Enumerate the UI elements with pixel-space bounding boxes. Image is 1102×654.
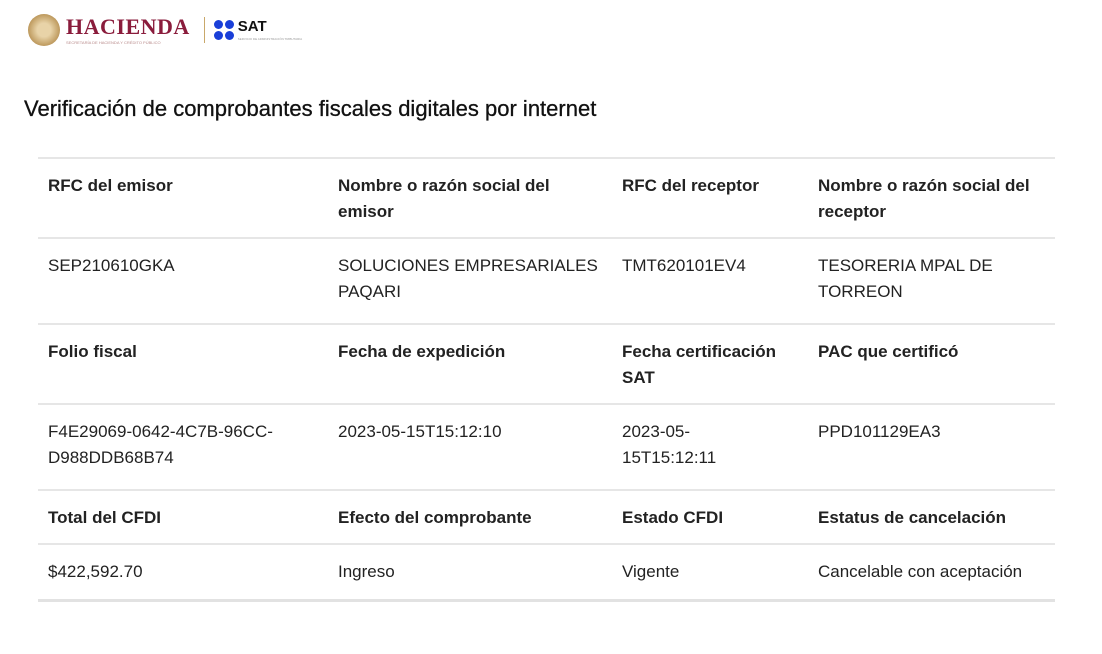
hacienda-logo-subtext: SECRETARÍA DE HACIENDA Y CRÉDITO PÚBLICO — [66, 39, 161, 45]
value-cell: 2023-05-15T15:12:10 — [328, 403, 612, 490]
mexico-seal-logo — [28, 14, 60, 46]
table-header-row: Folio fiscal Fecha de expedición Fecha cer… — [38, 323, 1055, 404]
sat-logo: SAT SERVICIO DE ADMINISTRACIÓN TRIBUTARI… — [238, 19, 318, 41]
sat-logo-subtext: SERVICIO DE ADMINISTRACIÓN TRIBUTARIA — [237, 37, 303, 41]
header-logos: HACIENDA SECRETARÍA DE HACIENDA Y CRÉDIT… — [28, 10, 318, 50]
page-title: Verificación de comprobantes fiscales di… — [24, 96, 597, 121]
sat-dots-icon — [213, 20, 234, 40]
header-cell: RFC del emisor — [38, 157, 328, 238]
value-cell: TMT620101EV4 — [612, 237, 808, 324]
header-cell: Fecha de expedición — [328, 323, 612, 404]
header-cell: Total del CFDI — [38, 489, 328, 544]
header-cell: Folio fiscal — [38, 323, 328, 404]
sat-logo-text: SAT — [237, 18, 267, 35]
table-header-row: RFC del emisor Nombre o razón social del … — [38, 157, 1055, 238]
value-cell: TESORERIA MPAL DE TORREON — [808, 237, 1055, 324]
table-row: SEP210610GKA SOLUCIONES EMPRESARIALES PAQ… — [38, 237, 1055, 324]
logo-divider — [203, 17, 205, 43]
value-cell: SOLUCIONES EMPRESARIALES PAQARI — [328, 237, 612, 324]
header-cell: Fecha certificación SAT — [612, 323, 808, 404]
value-cell: SEP210610GKA — [38, 237, 328, 324]
cfdi-verification-table: RFC del emisor Nombre o razón social del … — [38, 157, 1055, 602]
header-cell: Efecto del comprobante — [328, 489, 612, 544]
header-cell: Nombre o razón social del emisor — [328, 157, 612, 238]
hacienda-logo: HACIENDA SECRETARÍA DE HACIENDA Y CRÉDIT… — [66, 13, 190, 45]
table-row: F4E29069-0642-4C7B-96CC-D988DDB68B74 2023… — [38, 403, 1055, 490]
value-cell: F4E29069-0642-4C7B-96CC-D988DDB68B74 — [38, 403, 328, 490]
header-cell: PAC que certificó — [808, 323, 1055, 404]
value-cell: $422,592.70 — [38, 543, 328, 602]
value-cell: Cancelable con aceptación — [808, 543, 1055, 602]
table-row: $422,592.70 Ingreso Vigente Cancelable con … — [38, 543, 1055, 602]
value-cell: Ingreso — [328, 543, 612, 602]
table-header-row: Total del CFDI Efecto del comprobante Esta… — [38, 489, 1055, 544]
header-cell: Estado CFDI — [612, 489, 808, 544]
value-cell: 2023-05-15T15:12:11 — [612, 403, 808, 490]
hacienda-logo-text: HACIENDA — [66, 13, 190, 39]
value-cell: Vigente — [612, 543, 808, 602]
header-cell: Nombre o razón social del receptor — [808, 157, 1055, 238]
header-cell: Estatus de cancelación — [808, 489, 1055, 544]
value-cell: PPD101129EA3 — [808, 403, 1055, 490]
header-cell: RFC del receptor — [612, 157, 808, 238]
